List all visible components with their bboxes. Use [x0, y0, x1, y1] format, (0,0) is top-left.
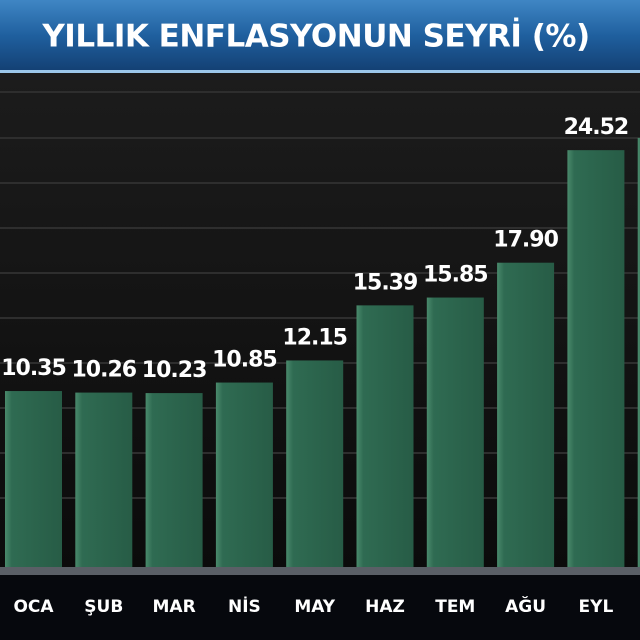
- data-label: 10.23: [142, 358, 207, 383]
- x-tick-label: AĞU: [505, 595, 546, 617]
- bar: [5, 391, 62, 567]
- bar: [145, 393, 203, 567]
- x-tick-label: NİS: [228, 595, 261, 617]
- x-tick-label: OCA: [13, 597, 54, 617]
- bar: [215, 382, 273, 567]
- x-tick-label: EYL: [579, 597, 614, 617]
- data-label: 15.39: [353, 270, 418, 295]
- data-label: 24.52: [564, 115, 629, 140]
- x-tick-label: HAZ: [365, 597, 405, 617]
- bar: [426, 297, 484, 567]
- bar: [75, 392, 133, 567]
- bar: [497, 262, 555, 567]
- bar: [567, 150, 625, 567]
- bar: [286, 360, 344, 567]
- data-label: 10.35: [1, 356, 66, 381]
- x-tick-label: MAY: [294, 597, 335, 617]
- label-strip: [0, 575, 640, 640]
- data-label: 10.85: [212, 348, 277, 373]
- data-label: 12.15: [282, 325, 347, 350]
- data-label: 10.26: [72, 358, 137, 383]
- title-bar: [0, 0, 640, 72]
- x-tick-label: ŞUB: [84, 597, 123, 617]
- x-tick-label: MAR: [153, 597, 196, 617]
- chart-title: YILLIK ENFLASYONUN SEYRİ (%): [41, 19, 589, 55]
- bar: [637, 137, 640, 568]
- title-bar-edge: [0, 70, 640, 73]
- x-tick-label: TEM: [435, 597, 475, 617]
- data-label: 17.90: [493, 228, 558, 253]
- baseline-strip: [0, 567, 640, 575]
- bars: 10.35 OCA 10.26 ŞUB 10.23 MAR 10.85 NİS 12.15 MAY…: [1, 115, 640, 617]
- bar: [356, 305, 414, 567]
- data-label: 15.85: [423, 263, 488, 288]
